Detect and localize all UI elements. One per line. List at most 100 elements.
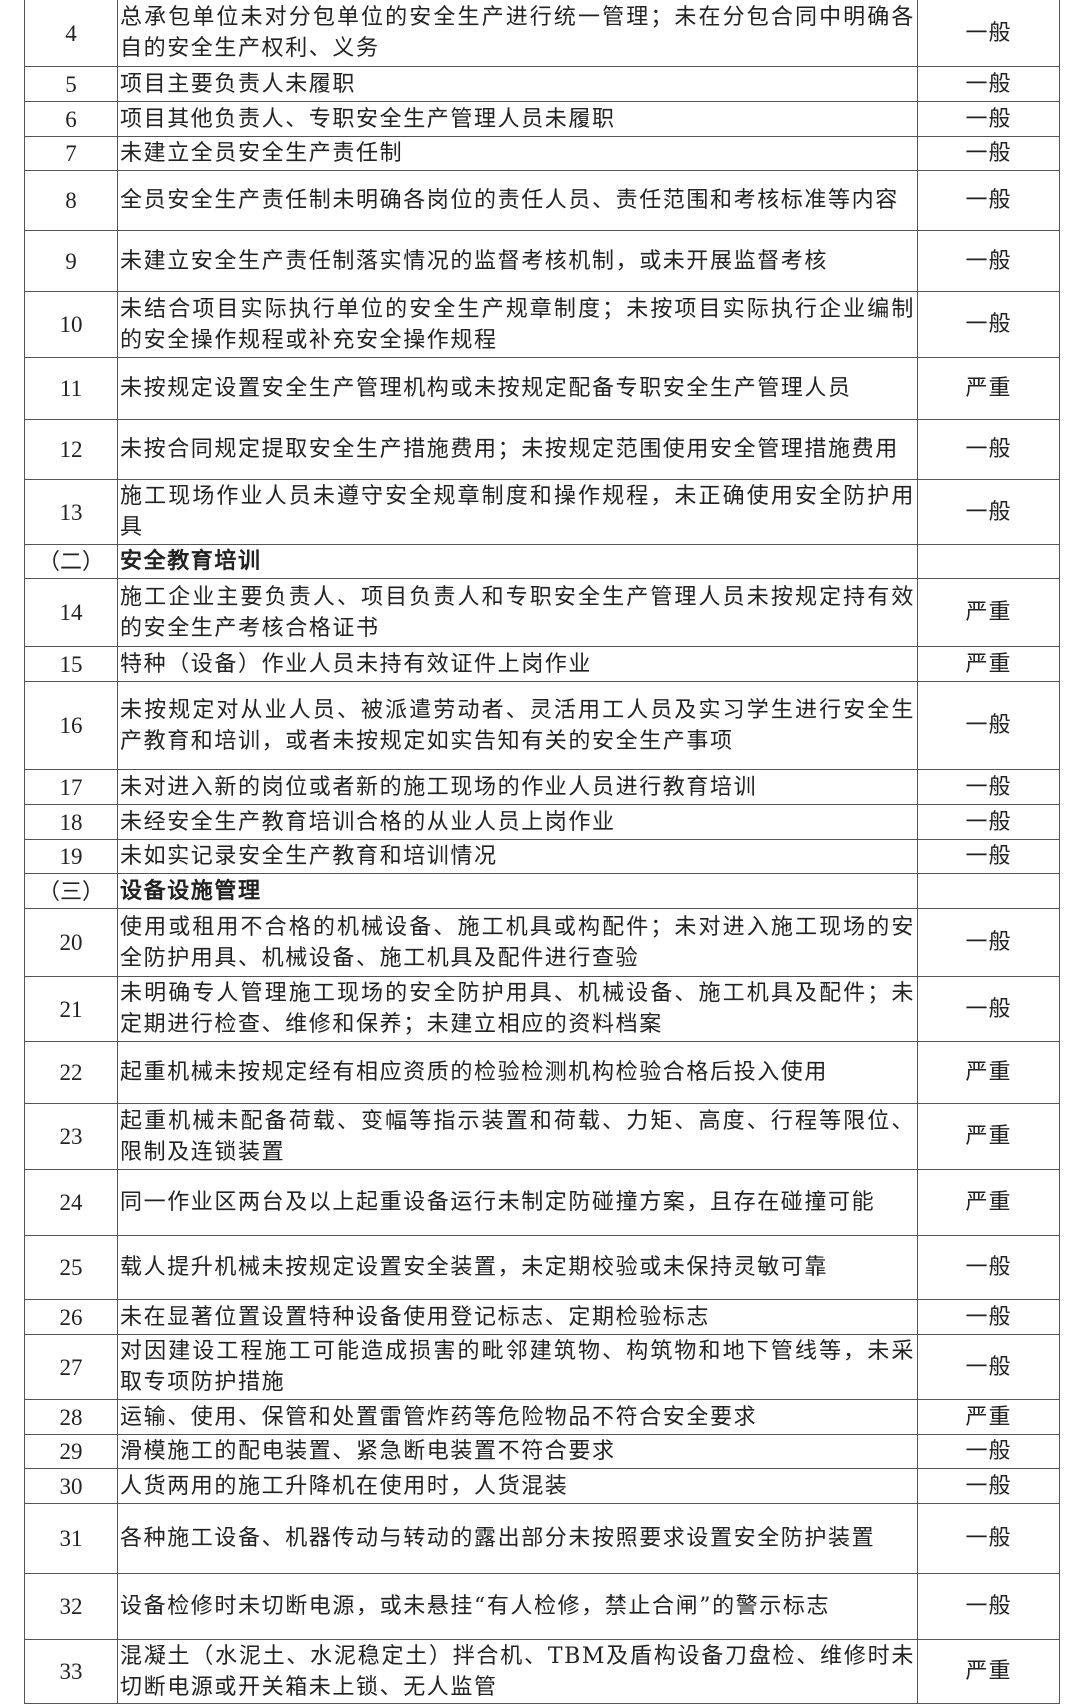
severity-level: 一般 <box>917 66 1060 102</box>
hazard-description: 未建立全员安全生产责任制 <box>117 136 918 171</box>
hazard-description: 特种（设备）作业人员未持有效证件上岗作业 <box>117 646 918 682</box>
severity-level: 一般 <box>917 1573 1060 1640</box>
hazard-description: 载人提升机械未按规定设置安全装置，未定期校验或未保持灵敏可靠 <box>117 1235 918 1300</box>
hazard-description: 起重机械未配备荷载、变幅等指示装置和荷载、力矩、高度、行程等限位、限制及连锁装置 <box>117 1103 918 1170</box>
table-row: 27 对因建设工程施工可能造成损害的毗邻建筑物、构筑物和地下管线等，未采取专项防护… <box>24 1334 1060 1400</box>
hazard-description: 混凝土（水泥土、水泥稳定土）拌合机、TBM及盾构设备刀盘检、维修时未切断电源或开… <box>117 1639 918 1704</box>
table-row: 24 同一作业区两台及以上起重设备运行未制定防碰撞方案，且存在碰撞可能 严重 <box>24 1169 1060 1236</box>
table-row: 11 未按规定设置安全生产管理机构或未按规定配备专职安全生产管理人员 严重 <box>24 357 1060 420</box>
hazard-description: 施工企业主要负责人、项目负责人和专职安全生产管理人员未按规定持有效的安全生产考核… <box>117 578 918 647</box>
severity-level: 一般 <box>917 976 1060 1042</box>
row-number: 11 <box>24 357 118 420</box>
severity-level: 一般 <box>917 101 1060 137</box>
table-row: 26 未在显著位置设置特种设备使用登记标志、定期检验标志 一般 <box>24 1299 1060 1335</box>
hazard-table-body: 4 总承包单位未对分包单位的安全生产进行统一管理；未在分包合同中明确各自的安全生产… <box>24 0 1060 1704</box>
severity-level: 严重 <box>917 646 1060 682</box>
table-row: 14 施工企业主要负责人、项目负责人和专职安全生产管理人员未按规定持有效的安全生产… <box>24 578 1060 647</box>
hazard-description: 未对进入新的岗位或者新的施工现场的作业人员进行教育培训 <box>117 769 918 805</box>
table-row: 25 载人提升机械未按规定设置安全装置，未定期校验或未保持灵敏可靠 一般 <box>24 1235 1060 1300</box>
severity-level: 一般 <box>917 769 1060 805</box>
table-row: 18 未经安全生产教育培训合格的从业人员上岗作业 一般 <box>24 804 1060 840</box>
table-row: 29 滑模施工的配电装置、紧急断电装置不符合要求 一般 <box>24 1434 1060 1469</box>
hazard-description: 滑模施工的配电装置、紧急断电装置不符合要求 <box>117 1434 918 1469</box>
row-number: 10 <box>24 291 118 358</box>
row-number: 9 <box>24 230 118 292</box>
table-row: 17 未对进入新的岗位或者新的施工现场的作业人员进行教育培训 一般 <box>24 769 1060 805</box>
severity-level <box>917 544 1060 579</box>
hazard-description: 未明确专人管理施工现场的安全防护用具、机械设备、施工机具及配件；未定期进行检查、… <box>117 976 918 1042</box>
row-number: （三） <box>24 873 118 909</box>
severity-level: 严重 <box>917 1399 1060 1435</box>
hazard-description: 设备检修时未切断电源，或未悬挂“有人检修，禁止合闸”的警示标志 <box>117 1573 918 1640</box>
row-number: 17 <box>24 769 118 805</box>
table-row: 21 未明确专人管理施工现场的安全防护用具、机械设备、施工机具及配件；未定期进行检… <box>24 976 1060 1042</box>
severity-level: 一般 <box>917 1334 1060 1400</box>
table-row: 8 全员安全生产责任制未明确各岗位的责任人员、责任范围和考核标准等内容 一般 <box>24 170 1060 231</box>
row-number: 16 <box>24 681 118 770</box>
severity-level: 一般 <box>917 419 1060 480</box>
row-number: 7 <box>24 136 118 171</box>
severity-level: 一般 <box>917 230 1060 292</box>
row-number: 8 <box>24 170 118 231</box>
table-row: 20 使用或租用不合格的机械设备、施工机具或构配件；未对进入施工现场的安全防护用具… <box>24 908 1060 977</box>
row-number: 18 <box>24 804 118 840</box>
hazard-description: 使用或租用不合格的机械设备、施工机具或构配件；未对进入施工现场的安全防护用具、机… <box>117 908 918 977</box>
hazard-description: 项目主要负责人未履职 <box>117 66 918 102</box>
severity-level: 严重 <box>917 1041 1060 1104</box>
table-row: 32 设备检修时未切断电源，或未悬挂“有人检修，禁止合闸”的警示标志 一般 <box>24 1573 1060 1640</box>
row-number: 15 <box>24 646 118 682</box>
severity-level <box>917 873 1060 909</box>
hazard-description: 未如实记录安全生产教育和培训情况 <box>117 839 918 874</box>
severity-level: 严重 <box>917 1169 1060 1236</box>
hazard-description: 未建立安全生产责任制落实情况的监督考核机制，或未开展监督考核 <box>117 230 918 292</box>
hazard-description: 同一作业区两台及以上起重设备运行未制定防碰撞方案，且存在碰撞可能 <box>117 1169 918 1236</box>
hazard-description: 未结合项目实际执行单位的安全生产规章制度；未按项目实际执行企业编制的安全操作规程… <box>117 291 918 358</box>
severity-level: 一般 <box>917 1235 1060 1300</box>
hazard-description: 未按规定对从业人员、被派遣劳动者、灵活用工人员及实习学生进行安全生产教育和培训，… <box>117 681 918 770</box>
row-number: 6 <box>24 101 118 137</box>
severity-level: 严重 <box>917 357 1060 420</box>
severity-level: 严重 <box>917 1639 1060 1704</box>
row-number: （二） <box>24 544 118 579</box>
severity-level: 严重 <box>917 578 1060 647</box>
hazard-description: 人货两用的施工升降机在使用时，人货混装 <box>117 1468 918 1504</box>
hazard-description: 未经安全生产教育培训合格的从业人员上岗作业 <box>117 804 918 840</box>
row-number: 22 <box>24 1041 118 1104</box>
row-number: 27 <box>24 1334 118 1400</box>
table-row: 30 人货两用的施工升降机在使用时，人货混装 一般 <box>24 1468 1060 1504</box>
table-row: 31 各种施工设备、机器传动与转动的露出部分未按照要求设置安全防护装置 一般 <box>24 1503 1060 1574</box>
hazard-description: 起重机械未按规定经有相应资质的检验检测机构检验合格后投入使用 <box>117 1041 918 1104</box>
row-number: 21 <box>24 976 118 1042</box>
row-number: 26 <box>24 1299 118 1335</box>
hazard-table: 4 总承包单位未对分包单位的安全生产进行统一管理；未在分包合同中明确各自的安全生产… <box>24 0 1060 1704</box>
row-number: 28 <box>24 1399 118 1435</box>
row-number: 13 <box>24 479 118 545</box>
severity-level: 一般 <box>917 681 1060 770</box>
severity-level: 一般 <box>917 479 1060 545</box>
severity-level: 一般 <box>917 839 1060 874</box>
row-number: 20 <box>24 908 118 977</box>
table-row: 28 运输、使用、保管和处置雷管炸药等危险物品不符合安全要求 严重 <box>24 1399 1060 1435</box>
table-row: 9 未建立安全生产责任制落实情况的监督考核机制，或未开展监督考核 一般 <box>24 230 1060 292</box>
severity-level: 一般 <box>917 1434 1060 1469</box>
severity-level: 一般 <box>917 170 1060 231</box>
severity-level: 一般 <box>917 136 1060 171</box>
table-row: 4 总承包单位未对分包单位的安全生产进行统一管理；未在分包合同中明确各自的安全生产… <box>24 0 1060 67</box>
table-row: 16 未按规定对从业人员、被派遣劳动者、灵活用工人员及实习学生进行安全生产教育和培… <box>24 681 1060 770</box>
row-number: 32 <box>24 1573 118 1640</box>
hazard-description: 各种施工设备、机器传动与转动的露出部分未按照要求设置安全防护装置 <box>117 1503 918 1574</box>
severity-level: 一般 <box>917 1468 1060 1504</box>
hazard-description: 未按合同规定提取安全生产措施费用；未按规定范围使用安全管理措施费用 <box>117 419 918 480</box>
table-row: 12 未按合同规定提取安全生产措施费用；未按规定范围使用安全管理措施费用 一般 <box>24 419 1060 480</box>
severity-level: 一般 <box>917 291 1060 358</box>
hazard-description: 全员安全生产责任制未明确各岗位的责任人员、责任范围和考核标准等内容 <box>117 170 918 231</box>
hazard-description: 项目其他负责人、专职安全生产管理人员未履职 <box>117 101 918 137</box>
severity-level: 严重 <box>917 1103 1060 1170</box>
row-number: 33 <box>24 1639 118 1704</box>
table-row: 7 未建立全员安全生产责任制 一般 <box>24 136 1060 171</box>
section-header-row: （二） 安全教育培训 <box>24 544 1060 579</box>
section-title: 设备设施管理 <box>117 873 918 909</box>
hazard-description: 未在显著位置设置特种设备使用登记标志、定期检验标志 <box>117 1299 918 1335</box>
row-number: 14 <box>24 578 118 647</box>
table-row: 5 项目主要负责人未履职 一般 <box>24 66 1060 102</box>
